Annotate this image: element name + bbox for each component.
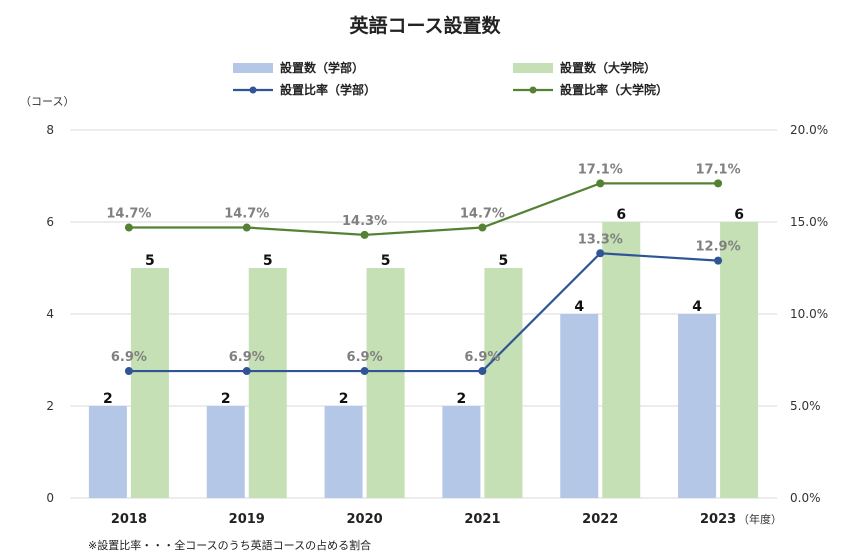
series-point <box>360 230 369 239</box>
bar <box>678 314 717 498</box>
percent-label: 17.1% <box>578 162 623 177</box>
legend-label: 設置比率（学部） <box>280 82 376 97</box>
percent-label: 14.7% <box>460 207 505 222</box>
y-right-tick-label: 0.0% <box>790 491 821 505</box>
bar <box>560 314 599 498</box>
x-tick-label: 2019 <box>229 512 265 527</box>
bar <box>206 406 245 498</box>
series-point <box>242 367 251 376</box>
bar-value-label: 2 <box>457 391 467 407</box>
bar <box>324 406 363 498</box>
series-point <box>124 367 133 376</box>
bar-value-label: 5 <box>499 253 509 269</box>
y-right-tick-label: 10.0% <box>790 307 828 321</box>
x-tick-label: 2018 <box>111 512 147 527</box>
percent-label: 6.9% <box>111 350 147 365</box>
legend-marker <box>249 86 257 94</box>
series-line <box>128 252 719 373</box>
bar <box>248 268 287 498</box>
bar-value-label: 6 <box>616 207 626 223</box>
series-point <box>242 223 251 232</box>
bar <box>602 222 641 498</box>
bar <box>130 268 169 498</box>
legend-label: 設置数（学部） <box>280 60 364 75</box>
series-point <box>596 179 605 188</box>
bar <box>720 222 759 498</box>
bar <box>366 268 405 498</box>
bar-value-label: 2 <box>103 391 113 407</box>
percent-label: 14.3% <box>342 214 387 229</box>
bar-value-label: 5 <box>381 253 391 269</box>
percent-label: 6.9% <box>464 350 500 365</box>
x-tick-label: 2020 <box>346 512 382 527</box>
percent-label: 6.9% <box>347 350 383 365</box>
y-left-tick-label: 6 <box>46 215 54 229</box>
legend-swatch <box>233 63 273 73</box>
chart-title: 英語コース設置数 <box>349 14 501 37</box>
series-point <box>714 256 723 265</box>
bar-value-label: 5 <box>263 253 273 269</box>
bars <box>88 222 759 498</box>
bar-value-label: 4 <box>574 299 584 315</box>
series-point <box>596 249 605 258</box>
bar-value-label: 5 <box>145 253 155 269</box>
bar <box>484 268 523 498</box>
bar-value-label: 2 <box>339 391 349 407</box>
series-line <box>128 182 719 236</box>
series-point <box>714 179 723 188</box>
data-labels: 2 2 2 2 4 4 5 5 5 5 6 6 6.9% 6.9% 6.9% 6.9% 13.3% 12.9% 14… <box>103 162 744 407</box>
x-tick-label: 2022 <box>582 512 618 527</box>
bar-value-label: 2 <box>221 391 231 407</box>
y-left-tick-label: 0 <box>46 491 54 505</box>
y-left-unit: （コース） <box>20 95 74 108</box>
axes: 0 2 4 6 8 0.0% 5.0% 10.0% 15.0% 20.0% 2018 2019 2020… <box>46 123 828 527</box>
legend-label: 設置数（大学院） <box>560 60 656 75</box>
bar-value-label: 6 <box>734 207 744 223</box>
percent-label: 14.7% <box>106 207 151 222</box>
legend-marker <box>529 86 537 94</box>
lines <box>124 179 723 376</box>
series-point <box>478 367 487 376</box>
series-point <box>478 223 487 232</box>
series-point <box>124 223 133 232</box>
x-tick-label: 2023 <box>700 512 736 527</box>
series-point <box>360 367 369 376</box>
y-left-tick-label: 4 <box>46 307 54 321</box>
y-left-tick-label: 8 <box>46 123 54 137</box>
bar <box>442 406 481 498</box>
y-right-tick-label: 20.0% <box>790 123 828 137</box>
y-right-tick-label: 15.0% <box>790 215 828 229</box>
legend: 設置数（学部） 設置数（大学院） 設置比率（学部） 設置比率（大学院） <box>233 60 668 97</box>
legend-swatch <box>513 63 553 73</box>
bar-value-label: 4 <box>692 299 702 315</box>
percent-label: 13.3% <box>578 232 623 247</box>
percent-label: 6.9% <box>229 350 265 365</box>
percent-label: 12.9% <box>696 240 741 255</box>
legend-label: 設置比率（大学院） <box>560 82 668 97</box>
y-right-tick-label: 5.0% <box>790 399 821 413</box>
x-tick-label: 2021 <box>464 512 500 527</box>
bar <box>88 406 127 498</box>
x-unit: （年度） <box>738 512 782 526</box>
percent-label: 17.1% <box>696 162 741 177</box>
percent-label: 14.7% <box>224 207 269 222</box>
y-left-tick-label: 2 <box>46 399 54 413</box>
footnote: ※設置比率・・・全コースのうち英語コースの占める割合 <box>88 538 371 552</box>
